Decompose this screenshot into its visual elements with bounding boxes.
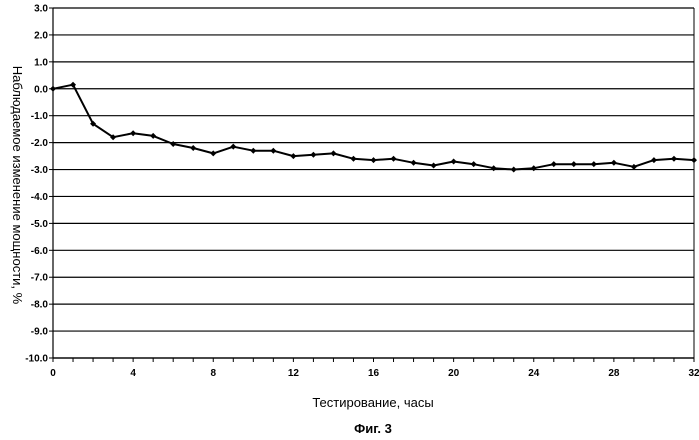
- data-point: [691, 157, 697, 163]
- data-point: [330, 150, 336, 156]
- data-point: [531, 165, 537, 171]
- y-tick-label: -7.0: [31, 273, 49, 284]
- x-tick-label: 24: [528, 368, 540, 379]
- data-point: [130, 130, 136, 136]
- data-point: [391, 156, 397, 162]
- series-group: [50, 82, 697, 173]
- y-tick-label: 3.0: [34, 4, 48, 15]
- x-tick-label: 12: [288, 368, 300, 379]
- y-tick-label: 2.0: [34, 30, 48, 41]
- data-point: [50, 86, 56, 92]
- data-point: [571, 161, 577, 167]
- x-tick-labels: 0 4 8 12 16 20 24 28 32: [50, 368, 699, 379]
- y-tick-label: -6.0: [31, 246, 49, 257]
- y-tick-label: -5.0: [31, 219, 49, 230]
- data-point: [290, 153, 296, 159]
- data-point: [411, 160, 417, 166]
- x-tick-label: 28: [608, 368, 620, 379]
- y-axis-label: Наблюдаемое изменение мощности, %: [10, 66, 25, 305]
- data-point: [350, 156, 356, 162]
- x-axis-label: Тестирование, часы: [312, 395, 433, 410]
- x-tick-label: 16: [368, 368, 380, 379]
- y-tick-label: -3.0: [31, 165, 49, 176]
- y-tick-label: -10.0: [25, 354, 48, 365]
- grid-lines: [53, 8, 694, 358]
- y-tick-label: -2.0: [31, 138, 49, 149]
- y-tick-label: 0.0: [34, 84, 48, 95]
- data-point: [190, 145, 196, 151]
- data-point: [551, 161, 557, 167]
- data-point: [591, 161, 597, 167]
- data-point: [491, 165, 497, 171]
- data-point: [371, 157, 377, 163]
- y-tick-label: -8.0: [31, 300, 49, 311]
- x-tick-label: 20: [448, 368, 460, 379]
- data-point: [671, 156, 677, 162]
- x-tick-label: 32: [688, 368, 699, 379]
- y-tick-label: -1.0: [31, 111, 49, 122]
- data-point: [150, 133, 156, 139]
- y-tick-label: -9.0: [31, 327, 49, 338]
- series-line: [53, 85, 694, 170]
- data-point: [170, 141, 176, 147]
- data-point: [611, 160, 617, 166]
- x-tick-label: 4: [130, 368, 136, 379]
- data-point: [310, 152, 316, 158]
- data-point: [651, 157, 657, 163]
- data-point: [230, 144, 236, 150]
- y-tick-label: -4.0: [31, 192, 49, 203]
- data-point: [471, 161, 477, 167]
- data-point: [511, 167, 517, 173]
- figure-caption: Фиг. 3: [354, 421, 392, 436]
- data-point: [210, 150, 216, 156]
- y-tick-labels: 3.0 2.0 1.0 0.0 -1.0 -2.0 -3.0 -4.0 -5.0 -6.0 -7.0…: [25, 4, 48, 365]
- x-tick-label: 8: [210, 368, 216, 379]
- y-tick-label: 1.0: [34, 57, 48, 68]
- axes: [49, 8, 694, 362]
- data-point: [270, 148, 276, 154]
- data-point: [250, 148, 256, 154]
- data-point: [451, 158, 457, 164]
- x-tick-label: 0: [50, 368, 56, 379]
- data-point: [431, 163, 437, 169]
